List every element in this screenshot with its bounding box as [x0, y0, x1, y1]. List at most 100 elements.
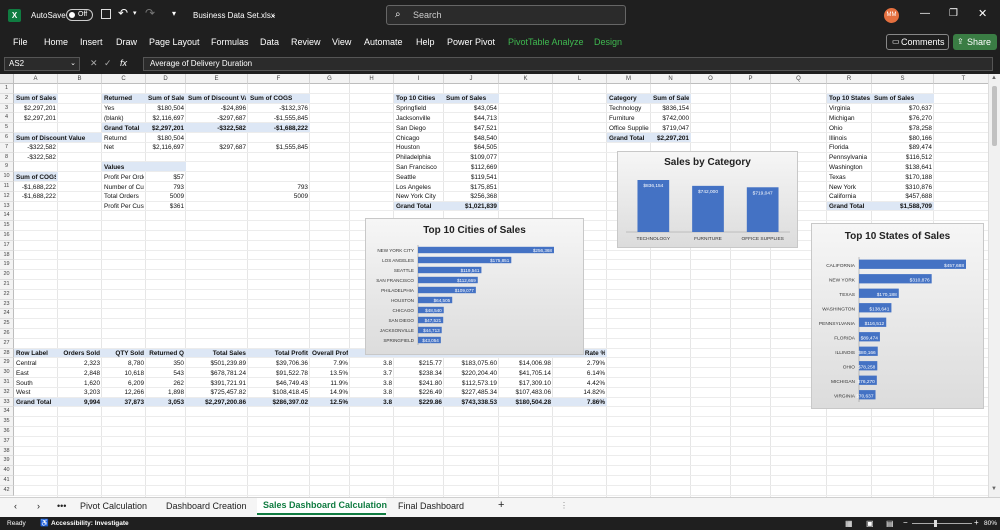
pivot-header[interactable]: Sum of Sales	[874, 95, 915, 103]
pivot-header[interactable]: Sum of Discount Value	[16, 134, 86, 142]
table-cell[interactable]: San Diego	[396, 124, 426, 132]
table-cell[interactable]: Springfield	[396, 105, 427, 113]
table-cell[interactable]: 14.9%	[329, 389, 348, 397]
tab-review[interactable]: Review	[291, 37, 321, 47]
table-cell[interactable]: $678,781.24	[210, 369, 246, 377]
row-header[interactable]: 2	[0, 93, 14, 104]
table-cell[interactable]: $76,270	[908, 114, 932, 122]
column-header[interactable]: Q	[771, 74, 827, 84]
prev-sheet-icon[interactable]: ‹	[14, 501, 17, 511]
table-cell[interactable]: 5009	[293, 193, 308, 201]
pivot-header[interactable]: Total Profit	[274, 350, 308, 358]
grand-total-cell[interactable]: Grand Total	[396, 203, 432, 211]
pivot-header[interactable]: Orders Sold	[63, 350, 100, 358]
table-cell[interactable]: 11.9%	[330, 379, 348, 387]
tab-draw[interactable]: Draw	[116, 37, 138, 47]
chart-top-states[interactable]: Top 10 States of Sales CALIFORNIA $457,68…	[811, 223, 984, 409]
tab-insert[interactable]: Insert	[80, 37, 103, 47]
table-cell[interactable]: Texas	[829, 173, 846, 181]
undo-icon[interactable]: ↶	[118, 6, 129, 20]
table-cell[interactable]: (blank)	[104, 114, 124, 122]
tab-automate[interactable]: Automate	[364, 37, 403, 47]
table-cell[interactable]: $70,637	[908, 105, 932, 113]
avatar[interactable]: MM	[884, 8, 899, 23]
restore-icon[interactable]: ❐	[949, 8, 958, 19]
pivot-header[interactable]: Sum of Discount Value	[188, 95, 246, 103]
grand-total-cell[interactable]: $1,588,709	[900, 203, 932, 211]
table-cell[interactable]: -$297,687	[217, 114, 246, 122]
table-cell[interactable]: Houston	[396, 144, 420, 152]
table-cell[interactable]: Profit Per Orders	[104, 173, 144, 181]
zoom-level[interactable]: 80%	[984, 520, 998, 527]
grand-total-cell[interactable]: 12.5%	[329, 399, 348, 407]
table-cell[interactable]: Net	[104, 144, 114, 152]
more-sheets-icon[interactable]: •••	[57, 501, 67, 511]
table-cell[interactable]: South	[16, 379, 33, 387]
pivot-header[interactable]: Sum of Sales	[653, 95, 689, 103]
row-header[interactable]: 28	[0, 348, 14, 359]
table-cell[interactable]: $742,000	[662, 114, 689, 122]
table-cell[interactable]: $1,555,845	[276, 144, 308, 152]
tab-view[interactable]: View	[332, 37, 352, 47]
sheet-tab-pivot-calculation[interactable]: Pivot Calculation	[80, 501, 148, 511]
table-cell[interactable]: Yes	[104, 105, 115, 113]
row-header[interactable]: 27	[0, 338, 14, 349]
table-cell[interactable]: $241.80	[418, 379, 442, 387]
row-header[interactable]: 19	[0, 260, 14, 271]
row-header[interactable]: 25	[0, 319, 14, 329]
grand-total-cell[interactable]: Grand Total	[16, 399, 52, 407]
column-header[interactable]: O	[691, 74, 731, 84]
table-cell[interactable]: 3.7	[383, 369, 392, 377]
cancel-entry-icon[interactable]: ✕	[90, 58, 98, 68]
row-header[interactable]: 11	[0, 182, 14, 192]
table-cell[interactable]: 7.9%	[333, 359, 348, 367]
autosave-toggle[interactable]: Off	[66, 9, 93, 21]
row-header[interactable]: 5	[0, 123, 14, 133]
row-header[interactable]: 17	[0, 240, 14, 251]
table-cell[interactable]: Number of Customers	[104, 183, 144, 191]
table-cell[interactable]: $89,474	[908, 144, 932, 152]
table-cell[interactable]: $501,239.89	[210, 359, 246, 367]
table-cell[interactable]: $297,687	[219, 144, 246, 152]
table-cell[interactable]: 12,266	[124, 389, 144, 397]
table-cell[interactable]: San Francisco	[396, 163, 437, 171]
table-cell[interactable]: Ohio	[829, 124, 843, 132]
column-header[interactable]: M	[607, 74, 651, 84]
column-header[interactable]: D	[146, 74, 186, 84]
row-header[interactable]: 15	[0, 221, 14, 231]
pivot-header[interactable]: Sum of Sales	[148, 95, 184, 103]
row-header[interactable]: 30	[0, 368, 14, 378]
table-cell[interactable]: New York City	[396, 193, 436, 201]
table-cell[interactable]: Furniture	[609, 114, 635, 122]
table-cell[interactable]: $48,540	[473, 134, 497, 142]
grand-total-cell[interactable]: Grand Total	[609, 134, 645, 142]
table-cell[interactable]: 6,209	[128, 379, 144, 387]
table-cell[interactable]: $47,521	[473, 124, 497, 132]
sheet-tab-dashboard-creation[interactable]: Dashboard Creation	[166, 501, 247, 511]
close-icon[interactable]: ✕	[978, 8, 988, 20]
table-cell[interactable]: $116,512	[905, 154, 932, 162]
cell[interactable]: -$322,582	[27, 154, 56, 162]
pivot-header[interactable]: QTY Sold	[115, 350, 144, 358]
pivot-header[interactable]: Sum of COGS	[16, 173, 56, 181]
table-cell[interactable]: $39,706.36	[276, 359, 308, 367]
table-cell[interactable]: Office Supplies	[609, 124, 649, 132]
table-cell[interactable]: $227,485.34	[461, 389, 497, 397]
formula-input[interactable]: Average of Delivery Duration	[143, 57, 993, 71]
table-cell[interactable]: Virginia	[829, 105, 851, 113]
share-button[interactable]: ⇪ Share	[953, 34, 997, 50]
table-cell[interactable]: Los Angeles	[396, 183, 431, 191]
row-header[interactable]: 20	[0, 270, 14, 280]
table-cell[interactable]: $2,116,697	[152, 114, 184, 122]
next-sheet-icon[interactable]: ›	[37, 501, 40, 511]
table-cell[interactable]: $108,418.45	[272, 389, 308, 397]
vertical-scrollbar[interactable]: ▲ ▼	[988, 74, 1000, 497]
table-cell[interactable]: -$132,376	[279, 105, 308, 113]
file-name[interactable]: Business Data Set.xlsx	[193, 11, 275, 20]
table-cell[interactable]: 6.14%	[586, 369, 605, 377]
table-cell[interactable]: -$24,896	[220, 105, 246, 113]
table-cell[interactable]: $64,505	[473, 144, 497, 152]
table-cell[interactable]: 5009	[169, 193, 184, 201]
table-cell[interactable]: $180,504	[157, 105, 184, 113]
tab-formulas[interactable]: Formulas	[211, 37, 249, 47]
